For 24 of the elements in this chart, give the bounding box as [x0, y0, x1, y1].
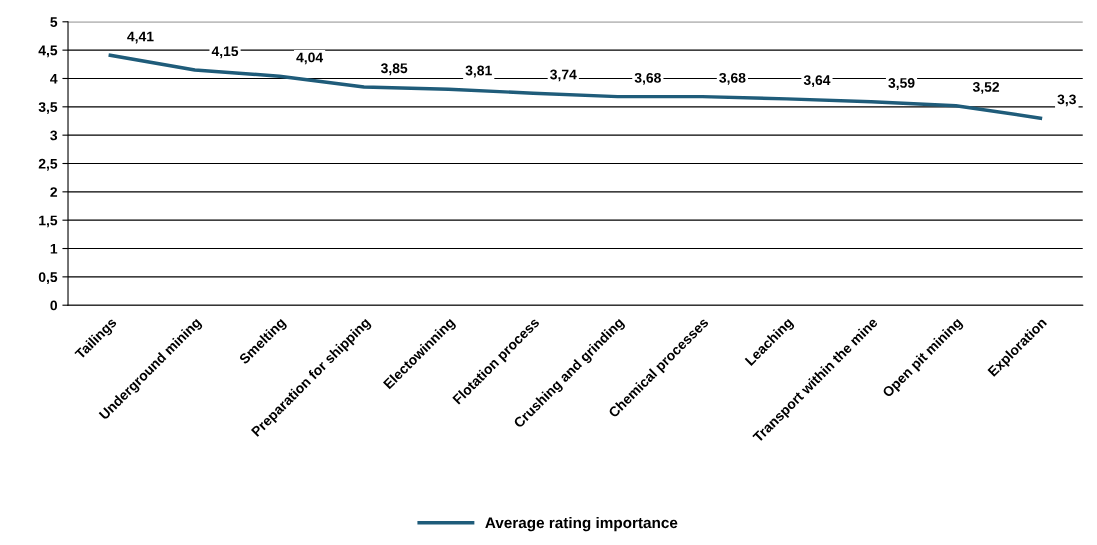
y-tick-label: 5: [50, 17, 58, 27]
y-tick-label: 3: [50, 130, 58, 141]
data-label: 3,64: [803, 75, 831, 88]
data-label: 3,68: [634, 72, 661, 85]
data-label: 3,74: [550, 69, 577, 82]
data-label: 3,3: [1057, 94, 1076, 107]
y-tick-label: 0: [50, 300, 58, 311]
legend-label: Average rating importance: [485, 516, 678, 532]
data-label: 3,85: [380, 63, 408, 76]
y-tick-label: 2,5: [38, 158, 58, 171]
y-tick-label: 1: [50, 244, 58, 254]
y-tick-label: 2: [50, 187, 58, 197]
data-label: 4,15: [211, 46, 239, 59]
y-tick-label: 3,5: [38, 102, 58, 114]
data-label: 3,52: [972, 82, 1000, 94]
data-label: 4,41: [127, 31, 154, 44]
y-tick-label: 4,5: [38, 45, 58, 58]
y-tick-label: 1,5: [39, 215, 58, 228]
y-tick-label: 4: [50, 73, 58, 84]
data-label: 3,59: [888, 78, 915, 90]
data-label: 3,68: [719, 72, 746, 85]
y-tick-label: 0,5: [38, 272, 58, 285]
data-label: 4,04: [296, 52, 324, 65]
data-label: 3,81: [465, 65, 492, 78]
